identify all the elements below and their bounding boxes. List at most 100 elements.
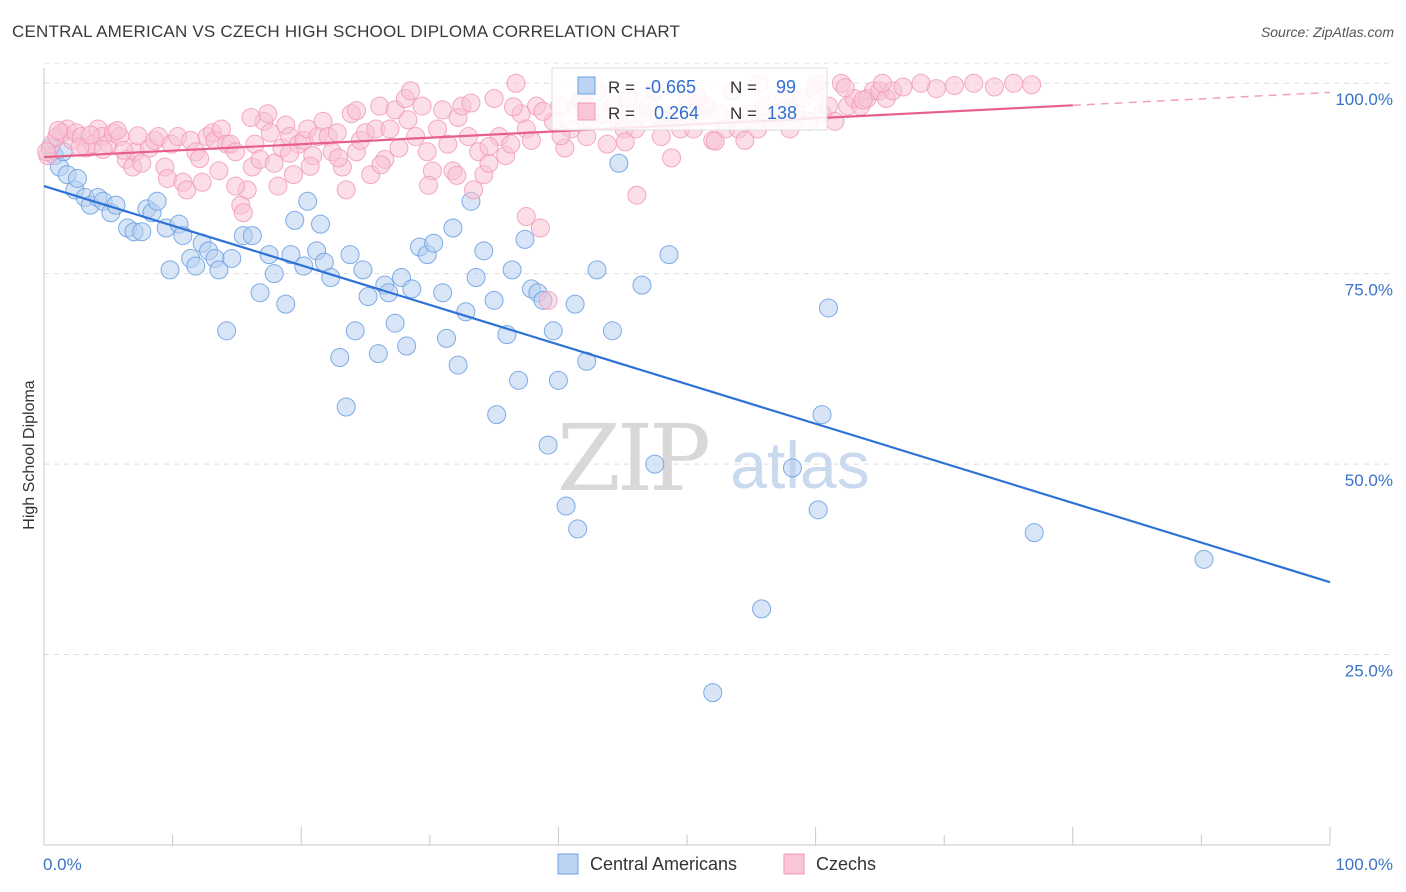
axes <box>43 68 1331 846</box>
chart-title: CENTRAL AMERICAN VS CZECH HIGH SCHOOL DI… <box>12 22 681 41</box>
y-tick-label-50: 50.0% <box>1345 471 1393 490</box>
central-americans-point <box>336 397 356 417</box>
legend-swatch-czechs <box>783 853 805 875</box>
central-americans-points <box>40 138 1214 703</box>
czechs-point <box>107 120 127 140</box>
czechs-point <box>226 142 246 162</box>
czechs-point <box>328 148 348 168</box>
stats-swatch-czechs <box>577 102 596 121</box>
central-americans-point <box>602 321 622 341</box>
czechs-point <box>662 148 682 168</box>
central-americans-point <box>358 287 378 307</box>
czechs-point <box>433 100 453 120</box>
czechs-point <box>398 110 418 130</box>
czechs-point <box>389 138 409 158</box>
czechs-point <box>192 172 212 192</box>
czechs-point <box>48 120 68 140</box>
x-tick-label-min: 0.0% <box>43 855 82 874</box>
central-americans-point <box>487 405 507 425</box>
czechs-point <box>80 125 100 145</box>
source-label: Source: ZipAtlas.com <box>1260 24 1394 40</box>
czechs-point <box>264 153 284 173</box>
czechs-point <box>926 79 946 99</box>
czechs-point <box>177 180 197 200</box>
stats-r-label-2: R = <box>608 104 635 123</box>
stats-r-value-2: 0.264 <box>654 103 699 123</box>
czechs-point <box>597 134 617 154</box>
central-americans-trend-line <box>43 185 1331 584</box>
czechs-point <box>268 176 288 196</box>
czechs-point <box>428 119 448 139</box>
central-americans-point <box>209 260 229 280</box>
central-americans-point <box>281 245 301 265</box>
czechs-point <box>401 81 421 101</box>
central-americans-point <box>385 313 405 333</box>
czechs-trend-extension <box>1072 91 1331 107</box>
central-americans-point <box>186 256 206 276</box>
central-americans-point <box>818 298 838 318</box>
central-americans-point <box>106 195 126 215</box>
czechs-point <box>438 134 458 154</box>
czechs-point <box>615 132 635 152</box>
stats-n-label-1: N = <box>730 78 757 97</box>
czechs-point <box>447 165 467 185</box>
legend-label-central-americans: Central Americans <box>590 854 737 874</box>
central-americans-point <box>752 599 772 619</box>
central-americans-point <box>330 347 350 367</box>
central-americans-point <box>609 153 629 173</box>
central-americans-point <box>538 435 558 455</box>
y-tick-label-75: 75.0% <box>1345 281 1393 300</box>
y-tick-label-100: 100.0% <box>1335 90 1393 109</box>
stats-legend-frame <box>551 67 828 131</box>
watermark: ZIP atlas <box>557 405 870 512</box>
central-americans-point <box>645 454 665 474</box>
x-tick-label-max: 100.0% <box>1335 855 1393 874</box>
central-americans-point <box>397 336 417 356</box>
central-americans-point <box>1024 523 1044 543</box>
czechs-point <box>825 111 845 131</box>
czechs-point <box>479 153 499 173</box>
central-americans-point <box>632 275 652 295</box>
central-americans-point <box>368 344 388 364</box>
central-americans-point <box>310 214 330 234</box>
czechs-point <box>419 175 439 195</box>
stats-n-value-2: 138 <box>767 103 797 123</box>
watermark-zip: ZIP <box>557 405 708 512</box>
legend-label-czechs: Czechs <box>816 854 876 874</box>
czechs-point <box>627 185 647 205</box>
y-tick-labels: 25.0% 50.0% 75.0% 100.0% <box>1335 90 1393 680</box>
central-americans-point <box>353 260 373 280</box>
czechs-point <box>258 104 278 124</box>
central-americans-point <box>568 519 588 539</box>
central-americans-point <box>443 218 463 238</box>
y-tick-label-25: 25.0% <box>1345 662 1393 681</box>
czechs-point <box>336 180 356 200</box>
czechs-point <box>461 93 481 113</box>
central-americans-point <box>587 260 607 280</box>
central-americans-point <box>808 500 828 520</box>
central-americans-point <box>402 279 422 299</box>
central-americans-point <box>782 458 802 478</box>
czechs-point <box>280 143 300 163</box>
central-americans-point <box>812 405 832 425</box>
stats-n-label-2: N = <box>730 104 757 123</box>
czechs-point <box>479 136 499 156</box>
czechs-point <box>371 155 391 175</box>
central-americans-point <box>345 321 365 341</box>
stats-r-label-1: R = <box>608 78 635 97</box>
czechs-point <box>417 142 437 162</box>
czechs-point <box>464 180 484 200</box>
central-americans-point <box>276 294 296 314</box>
central-americans-point <box>515 229 535 249</box>
czechs-point <box>944 76 964 96</box>
central-americans-point <box>217 321 237 341</box>
central-americans-point <box>147 191 167 211</box>
czechs-point <box>853 90 873 110</box>
czechs-point <box>226 176 246 196</box>
czechs-point <box>872 73 892 93</box>
czechs-point <box>346 101 366 121</box>
czechs-point <box>521 130 541 150</box>
central-americans-point <box>250 283 270 303</box>
central-americans-point <box>502 260 522 280</box>
